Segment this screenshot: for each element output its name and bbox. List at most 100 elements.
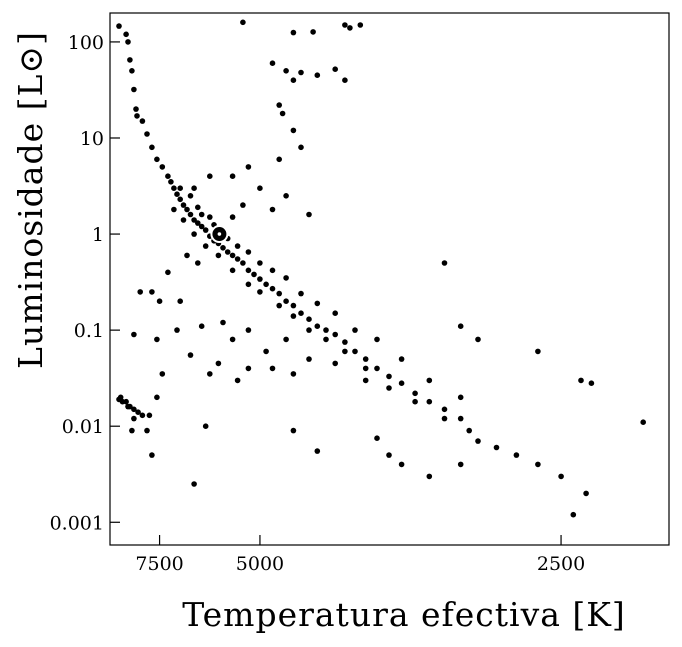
star-point — [257, 289, 263, 295]
star-point — [117, 394, 124, 401]
star-point — [251, 271, 257, 278]
star-point — [283, 193, 289, 199]
star-point — [131, 415, 137, 422]
star-point — [279, 110, 286, 117]
star-point — [240, 19, 246, 26]
star-point — [191, 231, 197, 237]
star-point — [314, 323, 321, 330]
star-point — [215, 360, 222, 367]
star-point — [457, 461, 464, 468]
star-point — [187, 193, 194, 199]
star-point — [298, 144, 304, 151]
sun-marker — [210, 225, 229, 244]
star-point — [195, 220, 201, 226]
plot-frame — [109, 12, 670, 546]
star-point — [640, 419, 646, 426]
star-point — [220, 319, 226, 326]
star-point — [306, 211, 312, 218]
star-point — [127, 57, 133, 63]
star-point — [159, 371, 166, 377]
star-point — [332, 331, 339, 338]
star-point — [263, 281, 269, 288]
star-point — [240, 260, 246, 266]
star-point — [269, 267, 276, 274]
star-point — [195, 260, 201, 266]
star-point — [347, 25, 353, 31]
star-point — [466, 427, 473, 434]
y-axis-label: Luminosidade [L⊙] — [11, 31, 50, 369]
star-point — [174, 327, 180, 333]
star-point — [535, 348, 541, 355]
star-point — [386, 452, 392, 458]
star-point — [129, 68, 135, 74]
sun-center-dot — [217, 232, 222, 236]
star-point — [398, 461, 405, 468]
star-point — [374, 336, 380, 343]
star-point — [171, 185, 177, 191]
star-point — [290, 77, 297, 83]
star-point — [257, 276, 263, 282]
star-point — [154, 394, 160, 401]
star-point — [475, 336, 481, 343]
star-point — [168, 179, 174, 185]
star-point — [283, 275, 289, 281]
star-point — [269, 365, 276, 372]
star-point — [125, 39, 131, 45]
star-point — [426, 398, 433, 405]
star-point — [131, 86, 137, 93]
star-point — [362, 365, 369, 372]
star-point — [187, 352, 194, 358]
star-point — [398, 380, 405, 387]
star-point — [240, 202, 246, 208]
star-point — [123, 398, 129, 405]
star-point — [229, 267, 236, 274]
star-point — [290, 29, 297, 36]
star-point — [146, 412, 153, 419]
star-point — [165, 173, 171, 179]
star-point — [177, 298, 183, 305]
x-tick-label: 2500 — [537, 553, 585, 575]
star-point — [314, 72, 321, 78]
star-point — [269, 206, 276, 213]
star-point — [144, 427, 150, 434]
star-point — [174, 191, 180, 197]
star-point — [306, 356, 312, 362]
star-point — [215, 252, 222, 259]
x-axis-ticks: 7500 5000 2500 — [135, 535, 585, 575]
star-point — [535, 461, 541, 468]
star-point — [457, 415, 464, 422]
star-point — [558, 473, 564, 480]
star-point — [229, 336, 236, 343]
star-point — [412, 398, 418, 405]
star-point — [149, 289, 155, 295]
star-point — [323, 327, 329, 333]
star-point — [398, 356, 405, 362]
star-point — [310, 29, 316, 35]
star-point — [131, 331, 137, 338]
star-point — [245, 164, 252, 170]
star-point — [191, 481, 197, 487]
star-point — [245, 267, 252, 274]
y-tick-label: 100 — [68, 32, 104, 54]
star-point — [257, 185, 263, 191]
star-point — [441, 260, 448, 266]
star-point — [306, 327, 312, 333]
star-point — [342, 22, 348, 28]
star-point — [342, 77, 348, 83]
y-tick-label: 0.1 — [74, 320, 104, 342]
star-point — [177, 185, 183, 191]
star-point — [276, 302, 283, 309]
star-point — [441, 415, 448, 422]
star-point — [332, 66, 339, 72]
star-point — [133, 106, 139, 112]
star-point — [207, 173, 213, 179]
star-point — [134, 113, 140, 119]
star-point — [290, 371, 297, 377]
star-point — [493, 444, 500, 451]
star-point — [412, 390, 418, 397]
star-point — [457, 394, 464, 401]
star-point — [570, 511, 577, 518]
star-point — [513, 452, 520, 458]
star-point — [180, 217, 187, 223]
star-point — [357, 22, 364, 28]
